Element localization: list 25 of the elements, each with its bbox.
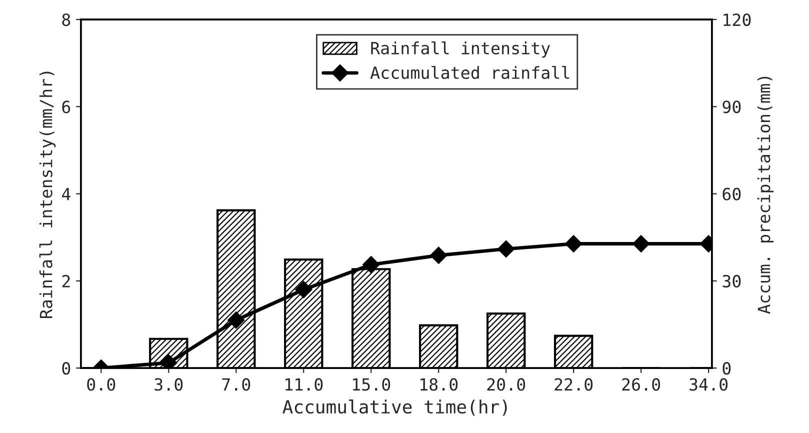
x-tick-label: 34.0 bbox=[690, 378, 728, 391]
y2-axis-title: Accum. precipitation(mm) bbox=[757, 76, 774, 314]
y-tick-label: 2 bbox=[62, 274, 70, 288]
x-tick-label: 3.0 bbox=[154, 378, 183, 391]
y2-tick-label: 60 bbox=[722, 188, 741, 200]
y-axis-title: Rainfall intensity(mm/hr) bbox=[39, 72, 56, 318]
x-tick-label: 11.0 bbox=[286, 378, 323, 391]
y-tick-label: 4 bbox=[62, 188, 70, 200]
legend-label: Rainfall intensity bbox=[371, 41, 550, 58]
x-tick-label: 26.0 bbox=[622, 378, 660, 391]
x-tick-label: 20.0 bbox=[487, 378, 526, 391]
x-axis-title: Accumulative time(hr) bbox=[282, 400, 507, 416]
y-tick-label: 0 bbox=[62, 362, 70, 375]
y-tick-label: 6 bbox=[62, 100, 70, 114]
legend-label: Accumulated rainfall bbox=[370, 66, 570, 79]
x-tick-label: 15.0 bbox=[353, 378, 390, 391]
x-tick-label: 22.0 bbox=[554, 378, 593, 391]
x-tick-label: 0.0 bbox=[87, 378, 116, 391]
y2-tick-label: 120 bbox=[724, 13, 751, 26]
x-tick-label: 18.0 bbox=[420, 378, 458, 391]
y-tick-label: 8 bbox=[62, 13, 70, 26]
y2-tick-label: 0 bbox=[722, 362, 731, 375]
y2-tick-label: 90 bbox=[722, 100, 741, 114]
x-tick-label: 7.0 bbox=[222, 378, 250, 391]
y2-tick-label: 30 bbox=[722, 274, 741, 288]
